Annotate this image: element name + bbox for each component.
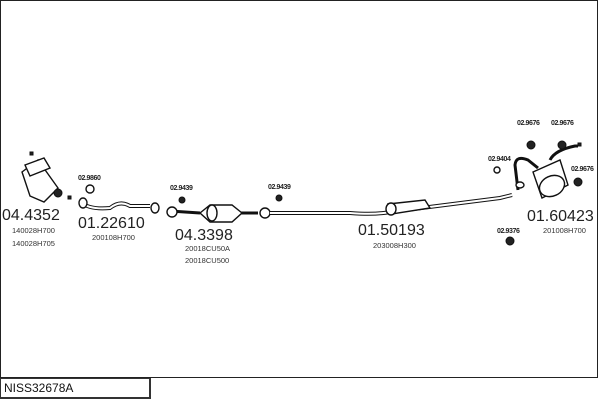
exhaust-diagram: 02.9860 02.9439 02.9439 02.9404 02.9676 … <box>2 120 594 265</box>
part-number: 04.4352 <box>2 207 60 224</box>
fitting-ref: 02.9376 <box>497 228 520 235</box>
fitting-ref: 02.9676 <box>551 120 574 127</box>
part-number: 01.60423 <box>527 208 594 225</box>
part-number: 04.3398 <box>175 227 233 244</box>
part-drawing-catalyst-centre <box>166 194 283 223</box>
reference-code: NISS32678A <box>0 378 151 399</box>
part-code: 200108H700 <box>92 233 135 242</box>
fitting-ref: 02.9404 <box>488 156 511 163</box>
fitting-ref: 02.9439 <box>268 184 291 191</box>
part-drawing-catalyst-front <box>21 151 72 203</box>
part-drawing-centre-silencer <box>270 193 513 216</box>
part-code: 20018CU50A <box>185 244 230 253</box>
part-code: 140028H700 <box>12 226 55 235</box>
diagram-frame <box>0 0 598 378</box>
fitting-ref: 02.9860 <box>78 175 101 182</box>
part-drawing-rear-silencer <box>493 140 583 246</box>
part-code: 201008H700 <box>543 226 586 235</box>
part-code: 203008H300 <box>373 241 416 250</box>
part-number: 01.22610 <box>78 215 145 232</box>
part-code: 20018CU500 <box>185 256 229 265</box>
fitting-ref: 02.9439 <box>170 185 193 192</box>
fitting-ref: 02.9676 <box>571 166 594 173</box>
part-code: 140028H705 <box>12 239 55 248</box>
part-number: 01.50193 <box>358 222 425 239</box>
part-drawing-front-pipe <box>78 184 160 214</box>
fitting-ref: 02.9676 <box>517 120 540 127</box>
